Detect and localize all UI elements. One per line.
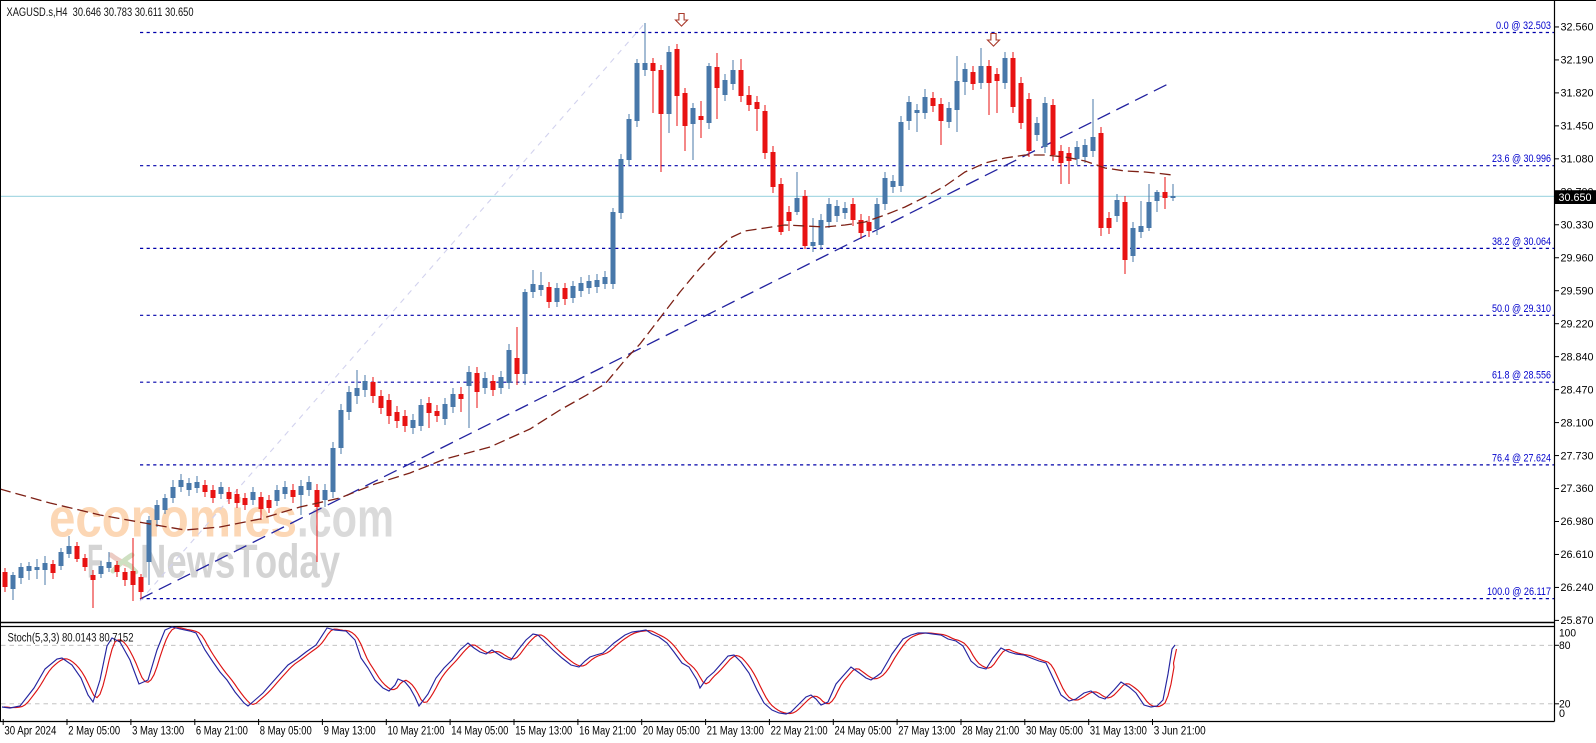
- svg-text:38.2 @ 30.064: 38.2 @ 30.064: [1492, 236, 1551, 248]
- svg-text:28 May 21:00: 28 May 21:00: [962, 726, 1019, 738]
- svg-text:14 May 05:00: 14 May 05:00: [451, 726, 508, 738]
- svg-text:29.590: 29.590: [1561, 285, 1594, 297]
- svg-text:30.650: 30.650: [1559, 192, 1592, 204]
- svg-text:31.450: 31.450: [1561, 121, 1594, 133]
- svg-text:8 May 05:00: 8 May 05:00: [260, 726, 312, 738]
- svg-text:20: 20: [1559, 699, 1571, 711]
- svg-text:25.870: 25.870: [1561, 615, 1594, 627]
- svg-text:27.730: 27.730: [1561, 450, 1594, 462]
- svg-text:16 May 21:00: 16 May 21:00: [579, 726, 636, 738]
- svg-text:XAGUSD.s,H4 30.646 30.783 30.: XAGUSD.s,H4 30.646 30.783 30.611 30.650: [7, 7, 194, 19]
- svg-text:30 Apr 2024: 30 Apr 2024: [4, 726, 57, 738]
- svg-text:31 May 13:00: 31 May 13:00: [1090, 726, 1147, 738]
- svg-text:6 May 21:00: 6 May 21:00: [196, 726, 248, 738]
- svg-text:.com: .com: [297, 487, 394, 549]
- svg-text:0: 0: [1559, 708, 1565, 720]
- svg-text:2 May 05:00: 2 May 05:00: [68, 726, 120, 738]
- svg-text:26.610: 26.610: [1561, 549, 1594, 561]
- svg-text:50.0 @ 29.310: 50.0 @ 29.310: [1492, 303, 1551, 315]
- svg-text:9 May 13:00: 9 May 13:00: [324, 726, 376, 738]
- svg-text:27 May 13:00: 27 May 13:00: [898, 726, 955, 738]
- svg-text:28.100: 28.100: [1561, 417, 1594, 429]
- svg-text:32.560: 32.560: [1561, 22, 1594, 34]
- svg-text:20 May 05:00: 20 May 05:00: [643, 726, 700, 738]
- svg-text:100.0 @ 26.117: 100.0 @ 26.117: [1487, 586, 1551, 598]
- svg-text:21 May 13:00: 21 May 13:00: [707, 726, 764, 738]
- svg-text:29.220: 29.220: [1561, 318, 1594, 330]
- svg-text:15 May 13:00: 15 May 13:00: [515, 726, 572, 738]
- svg-text:31.080: 31.080: [1561, 154, 1594, 166]
- svg-text:Stoch(5,3,3) 80.0143 80.7152: Stoch(5,3,3) 80.0143 80.7152: [8, 633, 134, 645]
- svg-text:10 May 21:00: 10 May 21:00: [388, 726, 445, 738]
- svg-text:3 May 13:00: 3 May 13:00: [132, 726, 184, 738]
- svg-text:100: 100: [1559, 628, 1576, 640]
- svg-text:32.190: 32.190: [1561, 55, 1594, 67]
- svg-text:30 May 05:00: 30 May 05:00: [1026, 726, 1083, 738]
- svg-text:NewsToday: NewsToday: [140, 536, 340, 589]
- svg-text:26.980: 26.980: [1561, 516, 1594, 528]
- svg-text:29.960: 29.960: [1561, 252, 1594, 264]
- svg-text:24 May 05:00: 24 May 05:00: [835, 726, 892, 738]
- svg-text:61.8 @ 28.556: 61.8 @ 28.556: [1492, 370, 1551, 382]
- svg-text:31.820: 31.820: [1561, 88, 1594, 100]
- svg-text:23.6 @ 30.996: 23.6 @ 30.996: [1492, 153, 1551, 165]
- svg-text:22 May 21:00: 22 May 21:00: [771, 726, 828, 738]
- svg-text:26.240: 26.240: [1561, 582, 1594, 594]
- svg-text:3 Jun 21:00: 3 Jun 21:00: [1154, 726, 1206, 738]
- svg-text:27.360: 27.360: [1561, 483, 1594, 495]
- svg-text:0.0 @ 32.503: 0.0 @ 32.503: [1496, 20, 1551, 32]
- svg-text:76.4 @ 27.624: 76.4 @ 27.624: [1492, 452, 1551, 464]
- svg-text:28.470: 28.470: [1561, 384, 1594, 396]
- svg-text:28.840: 28.840: [1561, 351, 1594, 363]
- svg-text:30.330: 30.330: [1561, 219, 1594, 231]
- svg-text:80: 80: [1559, 640, 1571, 652]
